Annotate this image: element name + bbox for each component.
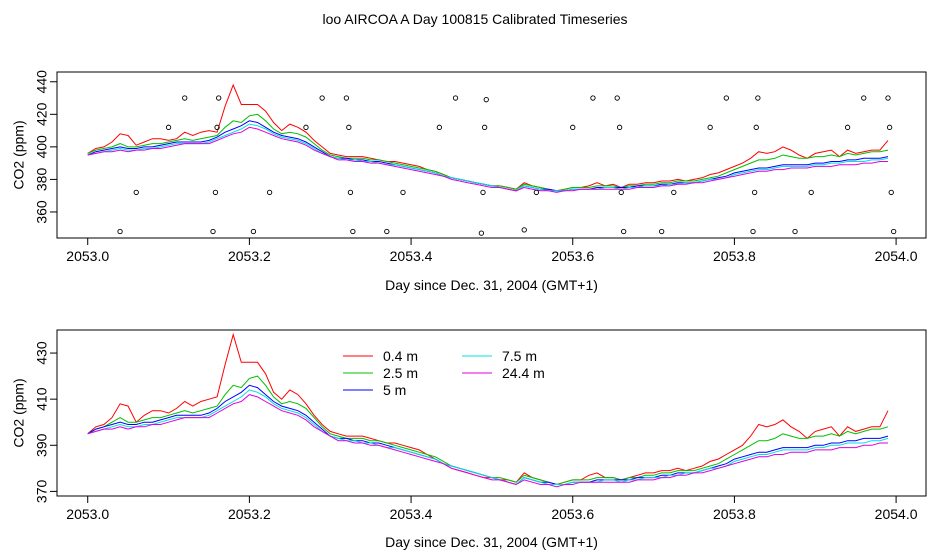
data-point — [723, 95, 729, 101]
series-line-2-5-m — [87, 113, 889, 192]
series-line-5-m — [87, 384, 889, 486]
x-tick-label: 2053.6 — [551, 248, 594, 264]
data-point — [350, 228, 356, 235]
data-point — [844, 124, 851, 130]
data-point — [614, 95, 620, 101]
data-point — [250, 228, 257, 235]
data-point — [481, 124, 488, 130]
data-point — [480, 189, 486, 196]
data-point — [750, 228, 756, 235]
data-point — [483, 97, 489, 103]
data-point — [343, 95, 350, 101]
x-tick-label: 2053.4 — [390, 506, 433, 522]
data-point — [346, 124, 352, 130]
y-axis-label: CO2 (ppm) — [11, 120, 27, 189]
y-axis-label: CO2 (ppm) — [11, 378, 27, 447]
data-point — [400, 189, 406, 196]
panel-2: 2053.0 2053.2 2053.4 2053.6 2053.8 2054.0 370 3… — [11, 329, 927, 550]
data-point — [452, 95, 459, 101]
data-point — [808, 189, 814, 196]
data-point — [212, 189, 219, 196]
data-point — [117, 228, 123, 235]
legend-label: 0.4 m — [383, 348, 418, 364]
series-line-24-4-m — [87, 394, 888, 488]
x-tick-label: 2054.0 — [875, 506, 918, 522]
x-tick-label: 2053.8 — [713, 506, 756, 522]
legend-label: 24.4 m — [502, 365, 545, 381]
data-point — [751, 189, 758, 196]
data-point — [621, 228, 627, 235]
legend: 0.4 m2.5 m5 m 7.5 m24.4 m — [343, 348, 545, 398]
data-point — [891, 228, 897, 235]
data-point — [618, 189, 624, 196]
data-point — [590, 95, 596, 101]
series-line-7-5-m — [87, 123, 889, 192]
data-point — [570, 124, 576, 130]
data-point — [347, 189, 354, 196]
data-point — [182, 95, 188, 101]
x-tick-label: 2054.0 — [875, 248, 918, 264]
x-tick-label: 2053.0 — [66, 506, 109, 522]
data-point — [792, 228, 798, 235]
y-tick-label: 440 — [34, 70, 50, 94]
x-tick-label: 2053.6 — [551, 506, 594, 522]
data-point — [214, 124, 220, 130]
data-point — [886, 124, 893, 130]
data-point — [707, 124, 713, 130]
data-point — [753, 124, 759, 130]
data-point — [210, 228, 216, 235]
data-point — [659, 228, 665, 235]
plot-frame — [56, 329, 927, 497]
x-tick-label: 2053.2 — [228, 248, 271, 264]
data-point — [478, 230, 485, 236]
plot-frame — [56, 71, 927, 239]
y-tick-label: 400 — [34, 135, 50, 159]
data-point — [755, 95, 761, 101]
x-axis-label: Day since Dec. 31, 2004 (GMT+1) — [385, 277, 598, 293]
y-tick-label: 370 — [34, 479, 50, 503]
x-axis-label: Day since Dec. 31, 2004 (GMT+1) — [385, 534, 598, 550]
data-point — [885, 95, 891, 101]
data-point — [861, 95, 867, 101]
x-tick-label: 2053.2 — [228, 506, 271, 522]
data-point — [533, 189, 540, 196]
data-point — [319, 95, 325, 101]
y-tick-label: 360 — [34, 200, 50, 224]
y-tick-label: 410 — [34, 387, 50, 411]
data-point — [133, 189, 139, 196]
legend-label: 2.5 m — [383, 365, 418, 381]
y-tick-label: 430 — [34, 341, 50, 365]
series-line-24-4-m — [87, 126, 888, 193]
series-line-0-4-m — [87, 332, 889, 486]
legend-label: 5 m — [383, 382, 406, 398]
data-point — [303, 124, 309, 130]
series-line-2-5-m — [87, 375, 889, 486]
x-tick-label: 2053.8 — [713, 248, 756, 264]
y-tick-label: 380 — [34, 168, 50, 192]
legend-label: 7.5 m — [502, 348, 537, 364]
data-point — [384, 228, 390, 235]
data-point — [436, 124, 443, 130]
panel-1: 2053.0 2053.2 2053.4 2053.6 2053.8 2054.0 360 3… — [11, 70, 927, 293]
page-title: loo AIRCOA A Day 100815 Calibrated Times… — [322, 11, 628, 27]
data-point — [165, 124, 172, 130]
y-tick-label: 390 — [34, 433, 50, 457]
data-point — [266, 189, 273, 196]
x-tick-label: 2053.4 — [390, 248, 433, 264]
x-tick-label: 2053.0 — [66, 248, 109, 264]
series-line-7-5-m — [87, 389, 889, 486]
data-point — [616, 124, 623, 130]
data-point — [521, 227, 527, 233]
y-tick-label: 420 — [34, 102, 50, 126]
data-point — [671, 189, 677, 196]
data-point — [216, 95, 222, 101]
data-point — [888, 189, 894, 196]
